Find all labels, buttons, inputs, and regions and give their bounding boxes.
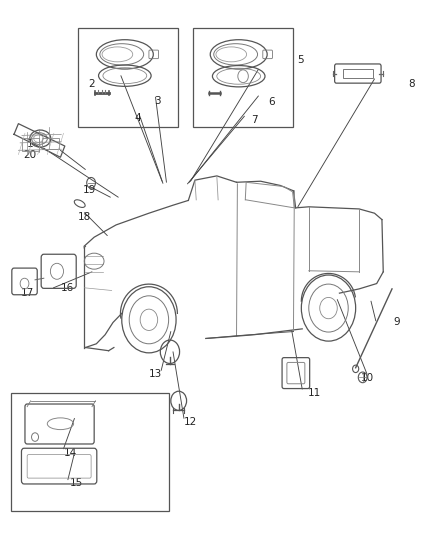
Text: 6: 6: [268, 98, 275, 107]
Text: 13: 13: [149, 369, 162, 379]
Text: 1: 1: [26, 139, 33, 149]
Text: 9: 9: [393, 318, 400, 327]
Text: 14: 14: [64, 448, 77, 458]
Bar: [11, 393, 169, 511]
Text: 16: 16: [61, 283, 74, 293]
Bar: [78, 28, 178, 127]
Text: 2: 2: [88, 79, 95, 88]
Text: 18: 18: [78, 212, 91, 222]
Text: 10: 10: [360, 374, 374, 383]
Text: 20: 20: [23, 150, 36, 159]
Text: 19: 19: [83, 185, 96, 195]
Text: 12: 12: [184, 417, 197, 427]
Bar: [22, 138, 39, 151]
Text: 8: 8: [408, 79, 415, 88]
Bar: [42, 138, 59, 149]
Text: 5: 5: [297, 55, 304, 64]
Bar: [343, 69, 373, 78]
Text: 15: 15: [70, 479, 83, 488]
Text: 3: 3: [154, 96, 161, 106]
Text: 11: 11: [308, 388, 321, 398]
Text: 4: 4: [134, 114, 141, 123]
Text: 17: 17: [21, 288, 34, 298]
Text: 7: 7: [251, 115, 258, 125]
Bar: [193, 28, 293, 127]
